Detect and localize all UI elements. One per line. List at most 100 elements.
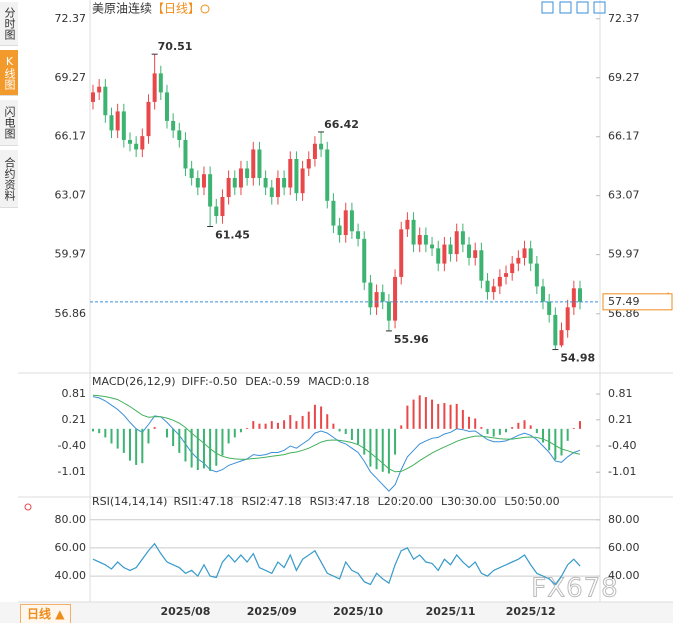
macd-bar: [363, 428, 366, 455]
candle-body: [171, 120, 176, 131]
candle-body: [251, 149, 256, 178]
settings-icon[interactable]: [200, 4, 210, 14]
series-line: [92, 542, 581, 586]
sidebar-tab[interactable]: 分时图: [0, 2, 18, 46]
instrument-title: 美原油连续: [92, 1, 152, 16]
macd-bar: [357, 428, 360, 445]
candle-body: [195, 177, 200, 188]
macd-bar: [542, 428, 545, 443]
macd-bar: [523, 420, 526, 429]
y-tick-label: 40.00: [55, 569, 87, 582]
candle-body: [319, 143, 324, 150]
candle-body: [522, 248, 527, 258]
macd-bar: [165, 428, 168, 438]
macd-bar: [283, 420, 286, 429]
candle-body: [368, 282, 373, 308]
y-tick-label: 0.81: [62, 387, 87, 400]
macd-bar: [424, 397, 427, 429]
candle-body: [208, 174, 213, 207]
macd-bar: [122, 428, 125, 453]
candle-body: [306, 158, 311, 169]
period-label[interactable]: 【日线】: [152, 2, 200, 16]
candle-body: [288, 158, 293, 188]
candle-body: [325, 149, 330, 201]
macd-bar: [517, 422, 520, 429]
macd-bar: [258, 423, 261, 429]
candle-body: [571, 288, 576, 308]
macd-bar: [381, 428, 384, 472]
candle-body: [177, 130, 182, 140]
candle-body: [460, 231, 465, 245]
macd-bar: [270, 421, 273, 429]
y-tick-label-right: 59.97: [608, 248, 640, 261]
macd-bar: [431, 399, 434, 429]
high-label: 70.51: [158, 40, 193, 53]
candle-body: [226, 177, 231, 198]
macd-bar: [579, 421, 581, 429]
candle-body: [454, 231, 459, 255]
macd-bar: [295, 421, 298, 429]
candle-body: [386, 301, 391, 321]
footer-period[interactable]: 日线 ▲: [20, 604, 72, 623]
macd-bar: [418, 395, 421, 429]
candle-body: [232, 177, 237, 188]
sidebar-tab[interactable]: K线图: [0, 50, 18, 96]
macd-bar: [215, 428, 218, 466]
macd-bar: [350, 428, 353, 440]
candle-body: [473, 250, 478, 258]
y-tick-label: -0.40: [58, 439, 86, 452]
candle-body: [541, 286, 546, 302]
macd-bar: [505, 428, 508, 433]
y-tick-label-right: 63.07: [608, 189, 640, 202]
macd-bar: [104, 428, 107, 438]
candle-body: [152, 73, 157, 102]
toolbar-icons[interactable]: [541, 1, 606, 14]
rsi-settings-icon[interactable]: [24, 503, 32, 511]
macd-bar: [387, 428, 390, 474]
macd-bar: [511, 427, 514, 429]
legend-level: L30:30.00: [441, 495, 496, 508]
high-label: 66.42: [324, 118, 359, 131]
y-tick-label-right: 0.81: [608, 387, 633, 400]
macd-bar: [233, 428, 236, 438]
macd-bar: [529, 425, 532, 429]
candle-body: [485, 280, 490, 293]
last-price-label: 57.49: [608, 295, 640, 308]
last-price-box: [602, 293, 673, 311]
macd-bar: [252, 421, 255, 429]
low-label: 61.45: [215, 228, 250, 241]
y-tick-label-right: 69.27: [608, 71, 640, 84]
candle-body: [374, 292, 379, 308]
legend-entry: MACD:0.18: [308, 375, 369, 388]
macd-bar: [338, 428, 341, 432]
candle-body: [578, 288, 582, 302]
candle-body: [220, 197, 225, 217]
y-tick-label: -1.01: [58, 465, 86, 478]
candle-body: [331, 200, 336, 226]
candle-body: [356, 231, 361, 239]
candle-body: [430, 244, 435, 249]
y-tick-label: 0.21: [62, 413, 87, 426]
macd-bar: [326, 414, 329, 429]
y-tick-label: 59.97: [55, 248, 87, 261]
candle-body: [380, 292, 385, 302]
macd-bar: [461, 409, 464, 429]
macd-bar: [369, 428, 372, 467]
macd-bar: [332, 423, 335, 429]
candle-body: [559, 330, 564, 346]
candle-body: [497, 276, 502, 287]
sidebar-tab[interactable]: 闪电图: [0, 100, 18, 146]
candle-body: [121, 111, 126, 140]
series-line: [92, 394, 581, 473]
y-tick-label: 56.86: [55, 307, 87, 320]
legend-entry: RSI2:47.18: [242, 495, 302, 508]
macd-bar: [239, 428, 242, 433]
macd-bar: [572, 427, 575, 429]
sidebar-tab[interactable]: 合约资料: [0, 150, 18, 208]
legend-entry: RSI3:47.18: [310, 495, 370, 508]
candle-body: [312, 143, 317, 159]
macd-bar: [437, 403, 440, 429]
candle-body: [245, 168, 250, 178]
legend-level: L20:20.00: [378, 495, 433, 508]
